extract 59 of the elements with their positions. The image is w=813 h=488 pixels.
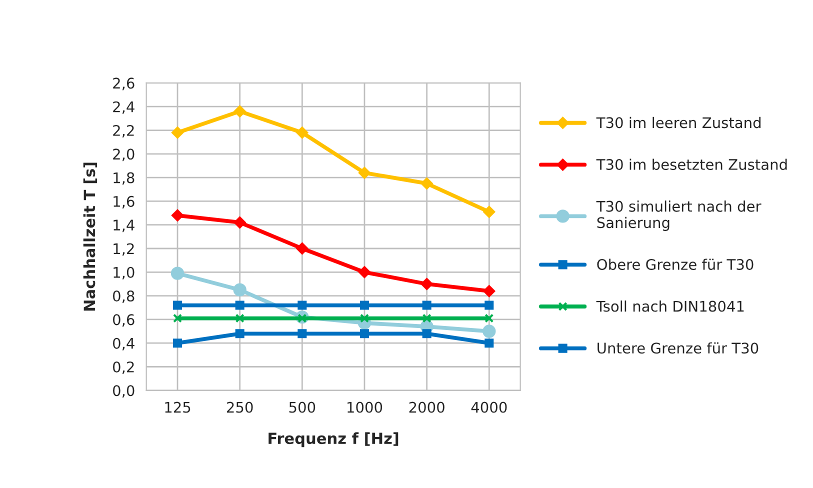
point: [296, 242, 308, 254]
y-tick-label: 1,6: [114, 196, 134, 208]
point: [235, 314, 244, 323]
x-tick-label: 2000: [409, 402, 444, 413]
y-tick-label: 1,0: [114, 266, 134, 280]
point: [233, 283, 246, 296]
point: [483, 206, 496, 218]
point: [483, 285, 496, 298]
point: [484, 300, 494, 310]
x-tick-label: 4000: [471, 402, 507, 413]
y-tick-label: 0,6: [113, 314, 134, 327]
point: [172, 338, 182, 348]
y-tick-label: 2,4: [113, 101, 134, 114]
point: [172, 209, 184, 222]
y-tick-label: 1,2: [114, 243, 134, 256]
y-tick-label: 0,4: [113, 338, 134, 350]
x-tick-label: 250: [226, 402, 253, 413]
point: [360, 300, 370, 310]
point: [484, 314, 494, 323]
point: [298, 329, 307, 338]
point: [234, 216, 246, 228]
point: [422, 300, 432, 310]
y-tick-label: 0,8: [113, 290, 134, 304]
point: [235, 300, 244, 310]
point: [296, 126, 308, 139]
point: [358, 266, 370, 278]
y-axis-title: Nachhallzeit T [s]: [83, 162, 97, 311]
y-tick-label: 1,8: [114, 172, 134, 185]
point: [172, 314, 182, 323]
y-tick-label: 0,2: [113, 361, 134, 374]
y-tick-label: 0,0: [113, 385, 134, 398]
y-tick-label: 2,2: [113, 124, 134, 138]
point: [298, 300, 307, 310]
x-tick-label: 125: [165, 402, 190, 413]
point: [234, 105, 246, 118]
legend-label: Tsoll nach DIN18041: [596, 300, 744, 312]
point: [420, 178, 433, 190]
x-axis-title: Frequenz f [Hz]: [268, 432, 398, 448]
y-tick-label: 2,6: [113, 78, 134, 90]
point: [172, 126, 184, 139]
y-tick-label: 2,0: [113, 148, 134, 162]
point: [484, 338, 494, 348]
point: [170, 266, 184, 280]
point: [422, 329, 432, 338]
point: [172, 300, 182, 310]
legend-label: T30 im leeren Zustand: [596, 116, 761, 128]
legend-label: Obere Grenze für T30: [597, 258, 754, 270]
point: [422, 314, 432, 323]
point: [358, 166, 370, 179]
y-tick-label: 1,4: [114, 220, 134, 232]
legend-label: T30 simuliert nach der Sanierung: [596, 200, 762, 231]
legend-label: T30 im besetzten Zustand: [596, 158, 787, 170]
point: [482, 324, 496, 338]
point: [360, 329, 370, 338]
x-tick-label: 500: [289, 402, 316, 413]
x-tick-label: 1000: [348, 402, 382, 413]
point: [235, 329, 244, 338]
legend-label: Untere Grenze für T30: [598, 342, 758, 354]
point: [420, 278, 433, 290]
